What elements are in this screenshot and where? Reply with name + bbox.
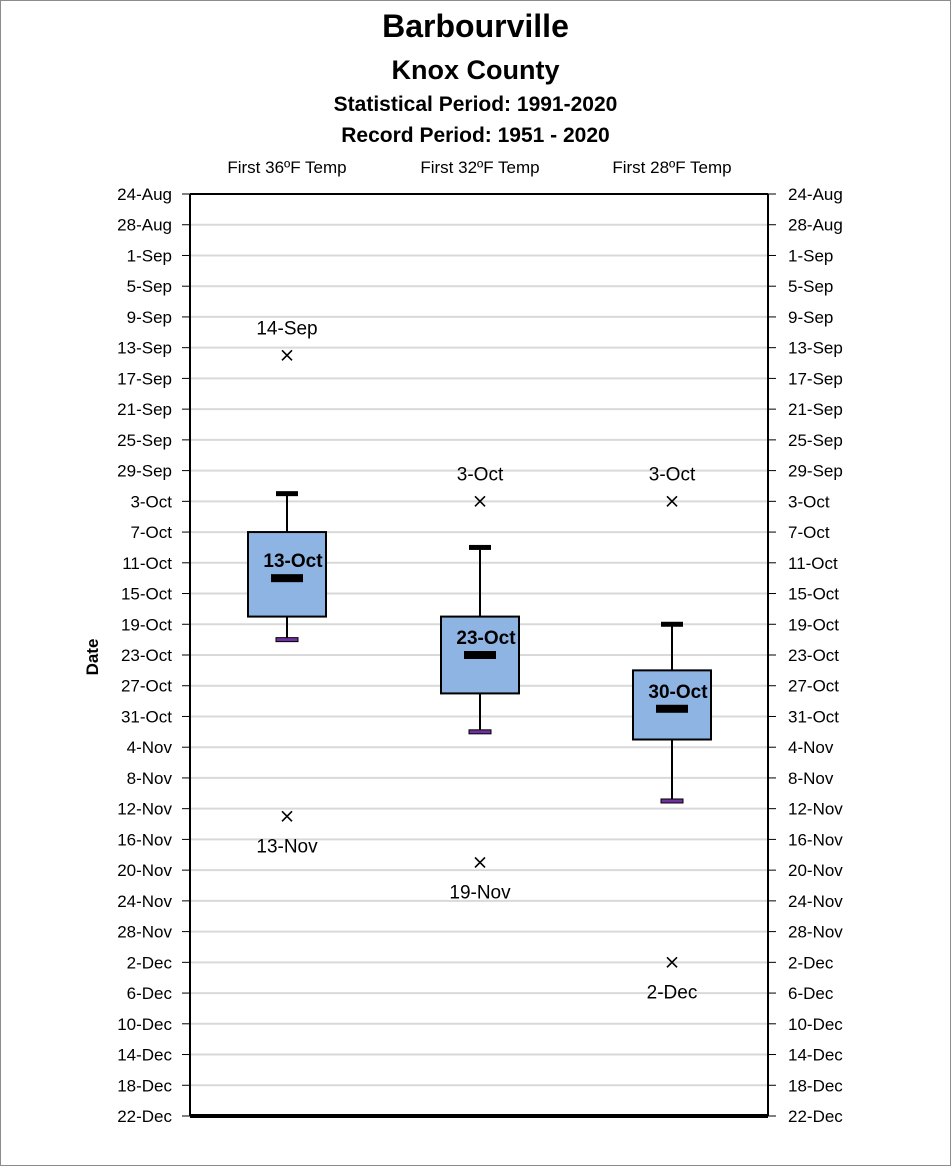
y-tick-label-right: 2-Dec (788, 953, 834, 972)
chart-subtitle: Knox County (391, 55, 560, 85)
record-late-point (474, 856, 486, 869)
y-tick-label-left: 27-Oct (121, 677, 172, 696)
y-tick-label-right: 12-Nov (788, 800, 843, 819)
median-label: 23-Oct (456, 628, 516, 649)
record-early-point (666, 495, 678, 507)
whisker-cap-late (275, 637, 299, 643)
y-tick-label-left: 5-Sep (127, 277, 172, 296)
y-tick-label-left: 8-Nov (127, 769, 173, 788)
y-tick-label-right: 18-Dec (788, 1076, 843, 1095)
record-late-point (281, 810, 293, 822)
y-tick-label-left: 20-Nov (117, 861, 172, 880)
y-tick-label-right: 8-Nov (788, 769, 834, 788)
y-tick-label-right: 10-Dec (788, 1015, 843, 1034)
record-late-label: 19-Nov (449, 882, 511, 903)
y-tick-label-left: 17-Sep (117, 369, 172, 388)
y-tick-label-left: 15-Oct (121, 585, 172, 604)
y-tick-label-left: 13-Sep (117, 339, 172, 358)
y-tick-label-left: 23-Oct (121, 646, 172, 665)
y-tick-label-right: 20-Nov (788, 861, 843, 880)
y-tick-label-left: 2-Dec (127, 953, 173, 972)
y-tick-label-right: 31-Oct (788, 707, 839, 726)
iqr-box (632, 669, 712, 741)
y-tick-label-left: 25-Sep (117, 431, 172, 450)
y-tick-label-left: 4-Nov (127, 738, 173, 757)
median-marker (656, 704, 688, 713)
y-tick-label-right: 21-Sep (788, 400, 843, 419)
median-marker (271, 574, 303, 583)
y-tick-label-right: 25-Sep (788, 431, 843, 450)
y-tick-label-left: 29-Sep (117, 462, 172, 481)
category-label: First 32ºF Temp (420, 158, 539, 177)
y-tick-label-right: 6-Dec (788, 984, 834, 1003)
y-tick-label-left: 16-Nov (117, 830, 172, 849)
y-tick-label-right: 22-Dec (788, 1107, 843, 1126)
median-label: 30-Oct (648, 682, 708, 703)
y-tick-label-right: 17-Sep (788, 369, 843, 388)
median-marker (464, 651, 496, 659)
y-tick-label-right: 1-Sep (788, 246, 833, 265)
record-early-point (474, 495, 486, 507)
y-tick-label-right: 7-Oct (788, 523, 830, 542)
y-tick-label-left: 10-Dec (117, 1015, 172, 1034)
y-tick-label-right: 15-Oct (788, 585, 839, 604)
y-tick-label-left: 9-Sep (127, 308, 172, 327)
record-early-label: 3-Oct (649, 464, 696, 485)
y-tick-label-right: 28-Nov (788, 923, 843, 942)
chart-record-period: Record Period: 1951 - 2020 (341, 124, 610, 147)
iqr-box (440, 615, 520, 695)
record-late-label: 2-Dec (647, 982, 698, 1003)
record-early-label: 14-Sep (256, 318, 317, 339)
y-tick-label-left: 7-Oct (130, 523, 172, 542)
y-tick-label-left: 24-Aug (117, 185, 172, 204)
y-tick-label-left: 31-Oct (121, 707, 172, 726)
whisker-cap-early (276, 491, 298, 497)
y-tick-label-right: 28-Aug (788, 216, 843, 235)
y-tick-label-left: 28-Aug (117, 216, 172, 235)
y-tick-label-right: 11-Oct (788, 554, 838, 573)
whisker-cap-late (468, 729, 492, 735)
chart-title: Barbourville (382, 8, 569, 44)
median-label: 13-Oct (263, 551, 323, 572)
y-tick-label-left: 3-Oct (130, 492, 172, 511)
chart-statistical-period: Statistical Period: 1991-2020 (333, 93, 618, 116)
whisker-cap-late (660, 798, 684, 804)
y-tick-label-right: 19-Oct (788, 615, 839, 634)
category-label: First 28ºF Temp (612, 158, 731, 177)
record-late-point (666, 956, 678, 968)
whisker-cap-early (469, 544, 491, 550)
y-tick-label-left: 14-Dec (117, 1046, 172, 1065)
y-tick-label-right: 4-Nov (788, 738, 834, 757)
y-tick-label-right: 24-Nov (788, 892, 843, 911)
y-tick-label-left: 22-Dec (117, 1107, 172, 1126)
y-tick-label-left: 11-Oct (122, 554, 172, 573)
y-tick-label-right: 3-Oct (788, 492, 830, 511)
y-tick-label-left: 28-Nov (117, 923, 172, 942)
whisker-cap-early (661, 621, 683, 627)
y-tick-label-left: 24-Nov (117, 892, 172, 911)
record-early-point (281, 349, 293, 361)
y-axis-label: Date (83, 639, 102, 676)
y-tick-label-right: 9-Sep (788, 308, 833, 327)
category-label: First 36ºF Temp (227, 158, 346, 177)
y-tick-label-left: 6-Dec (127, 984, 173, 1003)
y-tick-label-right: 14-Dec (788, 1046, 843, 1065)
y-tick-label-left: 1-Sep (127, 246, 172, 265)
y-tick-label-right: 29-Sep (788, 462, 843, 481)
y-tick-label-left: 21-Sep (117, 400, 172, 419)
y-tick-label-left: 18-Dec (117, 1076, 172, 1095)
y-tick-label-right: 27-Oct (788, 677, 839, 696)
y-tick-label-right: 5-Sep (788, 277, 833, 296)
y-tick-label-right: 24-Aug (788, 185, 843, 204)
y-tick-label-right: 23-Oct (788, 646, 839, 665)
y-tick-label-right: 16-Nov (788, 830, 843, 849)
y-tick-label-right: 13-Sep (788, 339, 843, 358)
y-tick-label-left: 19-Oct (121, 615, 172, 634)
y-tick-label-left: 12-Nov (117, 800, 172, 819)
record-late-label: 13-Nov (256, 836, 318, 857)
record-early-label: 3-Oct (457, 464, 504, 485)
